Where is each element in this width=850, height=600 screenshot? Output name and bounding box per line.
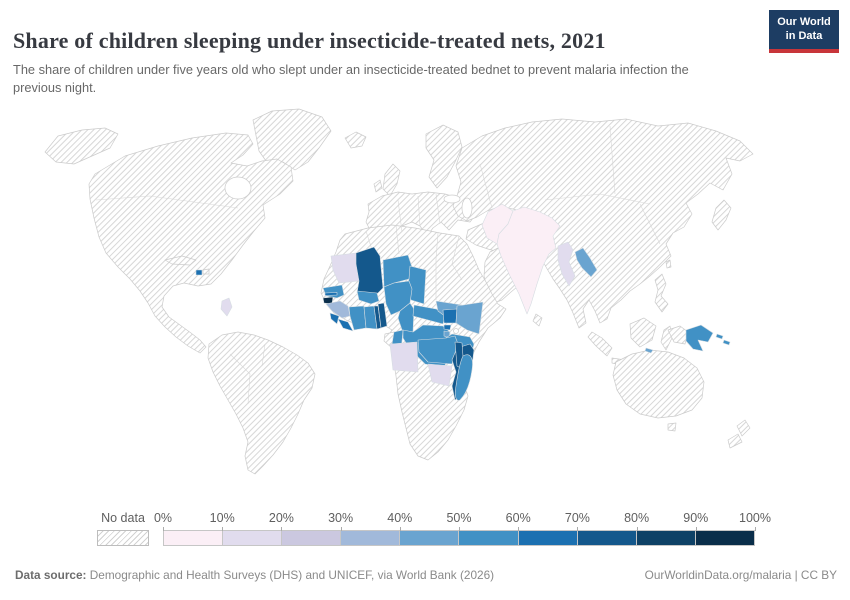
legend-bin-70-80%[interactable] — [576, 531, 636, 545]
legend-tick-label-40%: 40% — [387, 511, 413, 525]
data-source-text: Demographic and Health Surveys (DHS) and… — [86, 568, 495, 582]
chart-footer: Data source: Demographic and Health Surv… — [15, 568, 837, 582]
country-timor-leste[interactable] — [644, 347, 654, 354]
hudson-bay — [224, 176, 252, 200]
landmass-japan — [711, 199, 732, 231]
country-kenya[interactable] — [455, 301, 484, 335]
legend-tick-mark — [281, 527, 283, 531]
country-chad[interactable] — [406, 265, 427, 305]
world-choropleth-map — [44, 108, 754, 475]
country-solomon-islands[interactable] — [715, 333, 731, 346]
country-guyana[interactable] — [220, 297, 233, 317]
legend-tick-mark — [518, 527, 520, 531]
country-liberia[interactable] — [337, 318, 354, 332]
legend-tick-mark — [399, 527, 401, 531]
landmass-south-america — [207, 331, 316, 475]
page-subtitle: The share of children under five years o… — [13, 61, 689, 95]
country-benin[interactable] — [377, 302, 388, 329]
no-data-swatch[interactable] — [97, 530, 149, 546]
legend-tick-label-80%: 80% — [624, 511, 650, 525]
legend-tick-mark — [222, 527, 224, 531]
country-burkina-faso[interactable] — [356, 290, 380, 305]
legend-tick-label-10%: 10% — [209, 511, 235, 525]
owid-url-license-link[interactable]: OurWorldinData.org/malaria | CC BY — [644, 568, 837, 582]
data-source-note: Data source: Demographic and Health Surv… — [15, 568, 494, 582]
legend-bin-60-70%[interactable] — [517, 531, 577, 545]
landmass-new-zealand-north — [736, 419, 751, 437]
landmass-scandinavia — [425, 124, 463, 189]
landmass-taiwan — [665, 259, 672, 269]
landmass-sumatra — [587, 331, 613, 357]
legend-tick-label-20%: 20% — [268, 511, 294, 525]
country-mauritania[interactable] — [330, 252, 360, 284]
legend-tick-mark — [577, 527, 579, 531]
country-madagascar[interactable] — [454, 354, 473, 401]
legend-bin-80-90%[interactable] — [635, 531, 695, 545]
landmass-cuba — [164, 255, 197, 266]
landmass-alaska — [44, 127, 119, 165]
legend-tick-mark — [636, 527, 638, 531]
country-rwanda[interactable] — [443, 324, 452, 331]
page-title: Share of children sleeping under insecti… — [13, 27, 606, 53]
landmass-great-britain — [382, 163, 401, 197]
data-source-label: Data source: — [15, 568, 87, 582]
landmass-borneo — [629, 317, 657, 348]
black-sea — [443, 194, 461, 204]
country-laos[interactable] — [574, 247, 598, 278]
legend-tick-label-90%: 90% — [683, 511, 709, 525]
landmass-dominican — [202, 268, 210, 275]
legend-tick-mark — [163, 527, 164, 531]
country-sierra-leone[interactable] — [329, 312, 340, 325]
landmass-australia — [612, 349, 705, 419]
country-gambia[interactable] — [324, 292, 338, 296]
country-mali[interactable] — [355, 246, 384, 295]
country-myanmar[interactable] — [557, 241, 576, 287]
legend-color-bar — [163, 530, 755, 546]
country-haiti[interactable] — [195, 269, 203, 276]
country-papua-new-guinea[interactable] — [685, 324, 714, 352]
legend-bin-20-30%[interactable] — [281, 531, 341, 545]
country-india[interactable] — [496, 206, 561, 315]
legend-bin-90-100%[interactable] — [694, 531, 754, 545]
country-angola[interactable] — [389, 341, 419, 373]
landmass-iceland — [344, 131, 367, 149]
landmass-new-zealand-south — [727, 433, 743, 449]
landmass-sri-lanka — [532, 313, 543, 327]
legend-tick-mark — [755, 527, 756, 531]
owid-logo-line1: Our World — [777, 16, 831, 28]
legend-tick-label-100%: 100% — [739, 511, 771, 525]
owid-logo[interactable]: Our World in Data — [769, 10, 839, 53]
no-data-label: No data — [101, 511, 145, 525]
legend-tick-label-70%: 70% — [564, 511, 590, 525]
legend-bin-10-20%[interactable] — [222, 531, 282, 545]
owid-logo-line2: in Data — [785, 29, 823, 42]
landmass-north-america — [88, 132, 294, 354]
caspian-sea — [461, 197, 473, 219]
landmass-west-papua — [667, 325, 689, 345]
legend-bin-0-10%[interactable] — [164, 531, 223, 545]
legend-tick-label-30%: 30% — [328, 511, 354, 525]
legend-tick-mark — [695, 527, 697, 531]
country-zimbabwe[interactable] — [427, 363, 453, 387]
landmass-ireland — [373, 179, 383, 193]
country-cote-divoire[interactable] — [348, 305, 367, 331]
legend-tick-mark — [340, 527, 342, 531]
legend-tick-label-60%: 60% — [505, 511, 531, 525]
legend-bin-50-60%[interactable] — [458, 531, 518, 545]
lake-victoria — [453, 328, 459, 334]
legend-bin-40-50%[interactable] — [399, 531, 459, 545]
map-legend: No data 0% 10% 20% 30% 40% 50% 60% 70% 80% 90% 100… — [97, 511, 771, 546]
legend-tick-label-0%: 0% — [153, 511, 173, 525]
legend-tick-label-50%: 50% — [446, 511, 472, 525]
legend-tick-mark — [459, 527, 460, 531]
legend-bin-30-40%[interactable] — [340, 531, 400, 545]
landmass-philippines — [654, 273, 669, 313]
country-uganda[interactable] — [442, 308, 458, 324]
legend-tick-labels: 0% 10% 20% 30% 40% 50% 60% 70% 80% 90% 100% — [154, 511, 771, 531]
landmass-tasmania — [667, 422, 677, 432]
